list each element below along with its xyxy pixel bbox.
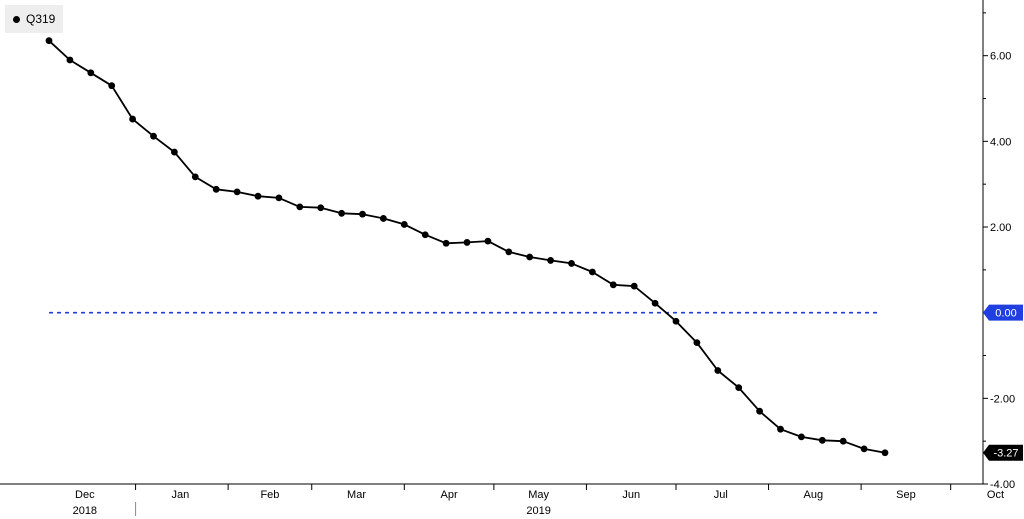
x-tick-label: Aug <box>804 489 824 501</box>
value-tag: 0.00 <box>983 304 1023 321</box>
data-point <box>380 215 387 222</box>
data-point <box>881 449 889 457</box>
value-tag-box <box>983 444 1023 461</box>
legend-label: Q319 <box>26 12 56 26</box>
data-point <box>129 115 137 123</box>
data-point <box>254 192 262 200</box>
data-point <box>714 367 722 374</box>
data-point <box>798 433 805 441</box>
data-point <box>108 82 116 90</box>
data-point <box>756 407 763 415</box>
x-tick-label: Jan <box>171 489 189 501</box>
y-tick-label: 6.00 <box>990 51 1011 63</box>
data-point <box>630 282 638 290</box>
data-point <box>359 210 366 218</box>
data-point <box>693 339 701 347</box>
x-tick-label: Sep <box>896 489 916 501</box>
data-point <box>338 209 345 217</box>
x-tick-label: Apr <box>441 489 458 501</box>
x-tick-label: Feb <box>260 489 279 501</box>
data-point <box>818 436 826 444</box>
x-tick-label: May <box>528 489 549 501</box>
data-point <box>672 317 680 325</box>
value-tag: -3.27 <box>983 444 1023 461</box>
data-point <box>421 231 429 239</box>
x-tick-label: Mar <box>347 489 366 501</box>
y-tick-label: 2.00 <box>990 222 1011 234</box>
data-point <box>609 281 617 289</box>
data-point <box>45 37 53 45</box>
data-point <box>66 56 74 64</box>
legend: Q319 <box>5 5 64 33</box>
x-tick-label: Dec <box>75 489 95 501</box>
series-points-layer <box>45 37 889 457</box>
data-point <box>735 384 743 392</box>
data-point <box>171 148 178 156</box>
x-tick-label: Oct <box>987 489 1004 501</box>
legend-marker-icon <box>13 15 20 23</box>
data-point <box>777 425 784 433</box>
data-point <box>526 253 534 261</box>
data-point <box>150 132 157 140</box>
data-point <box>651 299 659 307</box>
data-point <box>860 445 868 453</box>
x-tick-label: Jul <box>714 489 728 501</box>
x-year-label: 2018 <box>73 505 97 517</box>
data-point <box>400 221 408 228</box>
value-tags-layer: 0.00 -3.27 <box>983 304 1023 461</box>
x-tick-label: Jun <box>622 489 640 501</box>
data-point <box>296 203 304 211</box>
data-point <box>484 237 492 245</box>
series-line <box>48 40 886 454</box>
data-point <box>275 194 283 202</box>
y-tick-label: 4.00 <box>990 136 1011 148</box>
data-point <box>442 239 450 247</box>
data-point <box>589 268 596 276</box>
value-tag-box <box>983 304 1023 321</box>
x-year-label: 2019 <box>526 505 550 517</box>
data-point <box>505 248 513 256</box>
series-line-layer <box>48 40 886 454</box>
data-point <box>191 173 199 181</box>
data-point <box>547 257 554 264</box>
data-point <box>212 185 220 193</box>
value-tag-label: -3.27 <box>993 448 1018 460</box>
data-point <box>87 69 95 77</box>
data-point <box>839 437 847 445</box>
value-tag-label: 0.00 <box>995 308 1016 320</box>
data-point <box>568 260 575 267</box>
data-point <box>317 204 325 212</box>
y-tick-label: -4.00 <box>990 479 1015 491</box>
data-point <box>463 239 471 246</box>
data-point <box>233 188 241 196</box>
y-tick-label: -2.00 <box>990 393 1015 405</box>
